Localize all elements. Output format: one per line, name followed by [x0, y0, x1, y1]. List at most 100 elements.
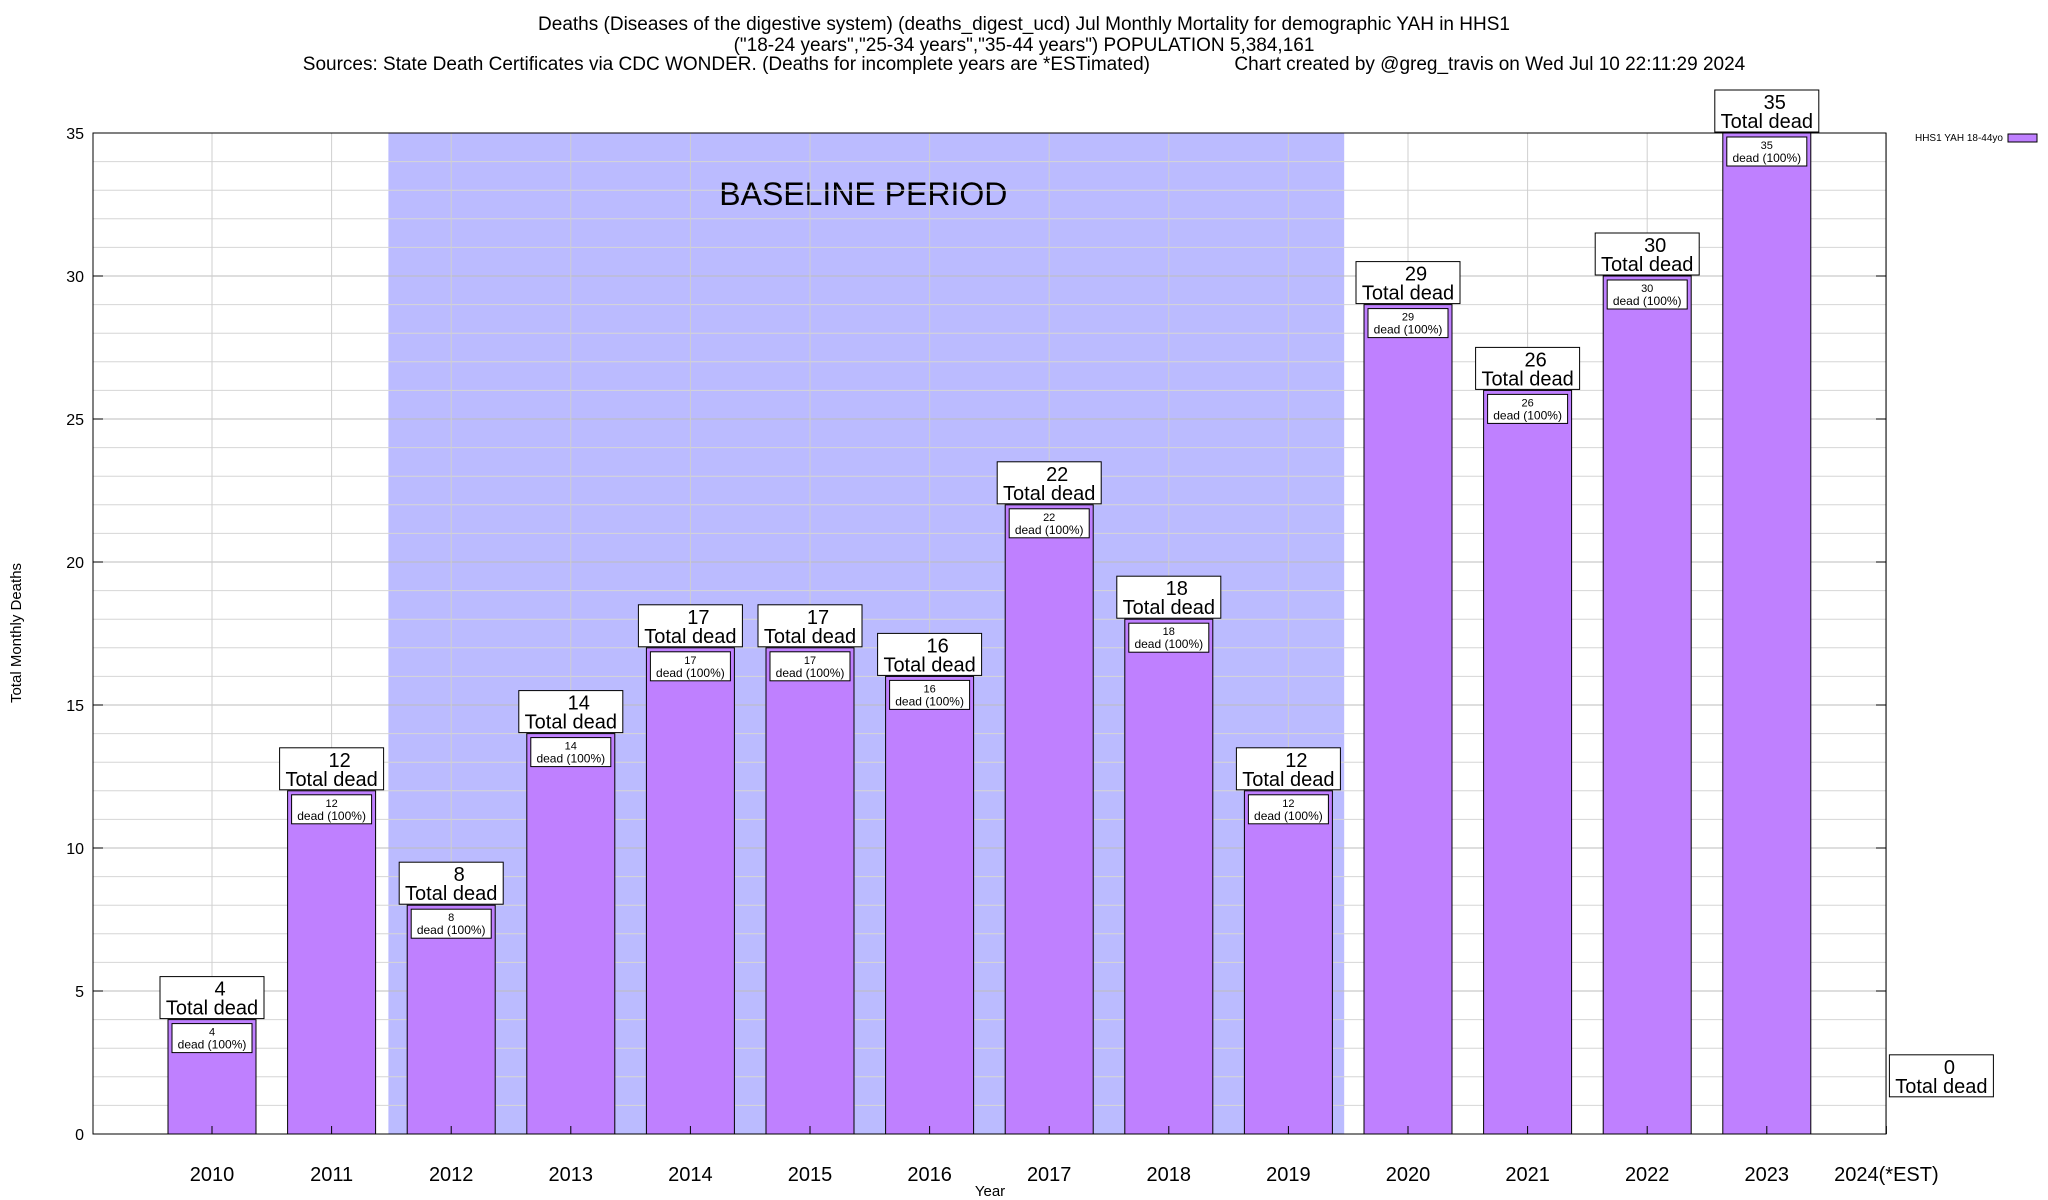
legend: HHS1 YAH 18-44yo — [1915, 133, 2038, 144]
x-tick-label: 2023 — [1745, 1164, 1790, 1186]
x-tick-label: 2021 — [1505, 1164, 1550, 1186]
total-label-value: 26 — [1524, 349, 1546, 371]
bar — [645, 647, 735, 1135]
inner-label-text: dead (100%) — [417, 923, 486, 937]
bar — [1363, 304, 1453, 1135]
total-label-value: 17 — [687, 607, 709, 629]
x-tick-label: 2020 — [1386, 1164, 1431, 1186]
total-label-text: Total dead — [166, 998, 258, 1020]
inner-label-box — [1128, 622, 1210, 653]
inner-label-value: 8 — [448, 912, 454, 924]
total-label-text: Total dead — [644, 626, 736, 648]
total-label-box — [1594, 232, 1700, 276]
inner-label-value: 26 — [1521, 397, 1533, 409]
x-tick-label: 2019 — [1266, 1164, 1311, 1186]
inner-label-box — [1367, 308, 1449, 339]
total-label-text: Total dead — [1601, 254, 1693, 276]
inner-label-text: dead (100%) — [297, 809, 366, 823]
total-label-box — [1235, 747, 1341, 791]
total-label-text: Total dead — [1362, 283, 1454, 305]
total-label-text: Total dead — [1123, 597, 1215, 619]
x-tick-label: 2011 — [310, 1164, 353, 1186]
plot-border — [92, 132, 1887, 1135]
inner-label-box — [410, 908, 492, 939]
total-label-value: 14 — [568, 693, 590, 715]
x-tick-label: 2017 — [1027, 1164, 1072, 1186]
total-label-box — [159, 976, 265, 1020]
x-tick-label: 2013 — [549, 1164, 594, 1186]
inner-label-text: dead (100%) — [536, 752, 605, 766]
y-tick-label: 0 — [75, 1127, 84, 1144]
inner-label-text: dead (100%) — [1374, 323, 1443, 337]
total-label-box — [1355, 261, 1461, 305]
total-label-value: 18 — [1166, 578, 1188, 600]
bar — [287, 790, 377, 1135]
inner-label-value: 12 — [1282, 798, 1294, 810]
total-label-value: 12 — [328, 750, 350, 772]
x-axis-label: Year — [975, 1183, 1005, 1200]
inner-label-value: 29 — [1402, 312, 1414, 324]
total-label-value: 0 — [1944, 1057, 1955, 1079]
bar — [1243, 790, 1333, 1135]
total-label-value: 16 — [926, 635, 948, 657]
y-tick-label: 5 — [75, 984, 84, 1001]
y-tick-label: 35 — [66, 126, 84, 143]
total-label-box — [1714, 89, 1820, 133]
total-label-box — [1116, 575, 1222, 619]
inner-label-box — [530, 737, 612, 768]
inner-label-text: dead (100%) — [895, 694, 964, 708]
bar — [1004, 504, 1094, 1135]
inner-label-text: dead (100%) — [1134, 637, 1203, 651]
total-label-box — [757, 604, 863, 648]
x-tick-label: 2012 — [429, 1164, 474, 1186]
bar — [765, 647, 855, 1135]
inner-label-text: dead (100%) — [178, 1038, 247, 1052]
total-label-value: 29 — [1405, 264, 1427, 286]
total-label-box — [637, 604, 743, 648]
bar — [406, 904, 496, 1135]
x-tick-label: 2018 — [1147, 1164, 1192, 1186]
axes-layer: 2010 2011 2012 2013 2014 2015 2016 2017 2018 2019… — [8, 126, 2038, 1200]
y-tick-label: 10 — [66, 841, 84, 858]
inner-label-text: dead (100%) — [1254, 809, 1323, 823]
inner-label-value: 22 — [1043, 512, 1055, 524]
x-tick-label: 2015 — [788, 1164, 833, 1186]
inner-label-box — [1008, 508, 1090, 539]
y-tick-label: 15 — [66, 698, 84, 715]
total-label-value: 35 — [1764, 92, 1786, 114]
bar — [885, 675, 975, 1135]
inner-label-value: 17 — [804, 655, 816, 667]
total-label-text: Total dead — [1242, 769, 1334, 791]
total-label-value: 8 — [454, 864, 465, 886]
inner-label-value: 4 — [209, 1027, 215, 1039]
bar — [526, 733, 616, 1135]
legend-swatch — [2007, 133, 2038, 143]
inner-label-value: 35 — [1761, 140, 1773, 152]
total-label-box — [1888, 1054, 1994, 1098]
total-label-text: Total dead — [883, 654, 975, 676]
inner-label-box — [649, 651, 731, 682]
inner-label-value: 12 — [325, 798, 337, 810]
bar — [1722, 132, 1812, 1135]
